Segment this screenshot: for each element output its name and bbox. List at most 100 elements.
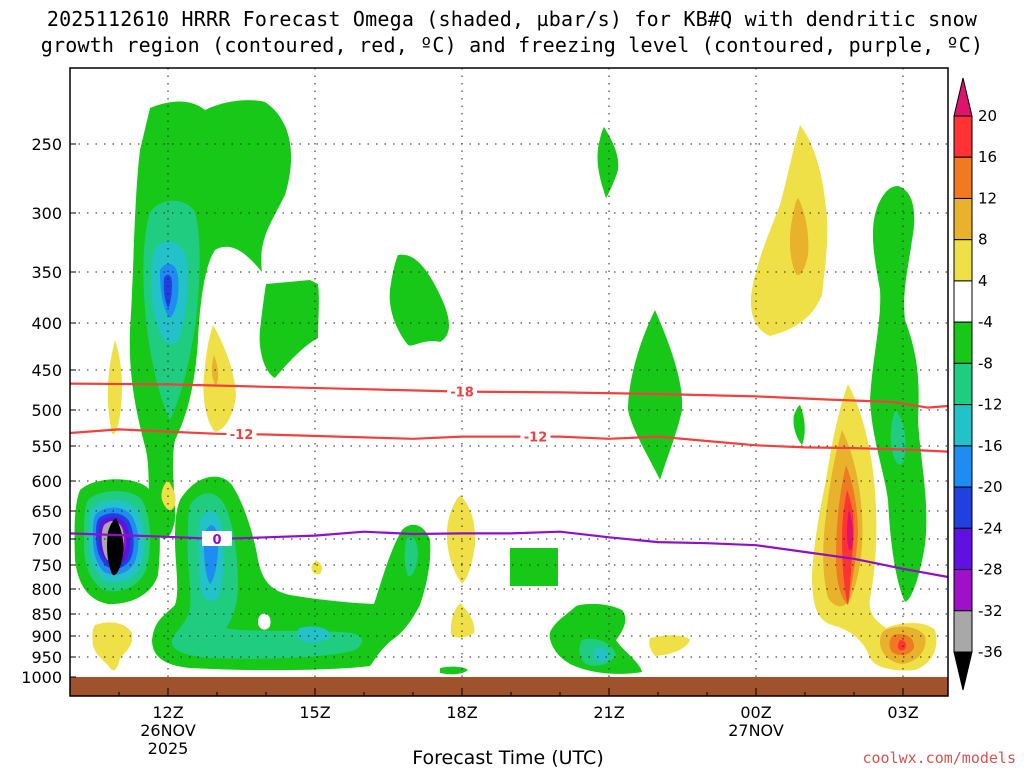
x-tick-label: 00Z [740, 703, 771, 722]
omega-region [847, 510, 853, 551]
contour-label-bg [226, 426, 257, 442]
y-tick-label: 300 [31, 204, 62, 223]
omega-region [750, 125, 828, 336]
omega-region [549, 603, 642, 674]
credit-link[interactable]: coolwx.com/models [862, 749, 1016, 767]
x-tick-label: 12Z [152, 703, 183, 722]
colorbar-segment [953, 404, 973, 447]
colorbar-segment [953, 321, 973, 364]
omega-region [203, 325, 236, 432]
y-tick-label: 1000 [21, 668, 62, 687]
omega-shading [74, 100, 937, 675]
colorbar-label: -36 [978, 643, 1003, 661]
colorbar-segment [953, 156, 973, 199]
colorbar-label: 8 [978, 231, 988, 249]
contour-label-bg [447, 383, 477, 399]
y-tick-label: 550 [31, 437, 62, 456]
omega-region [597, 127, 619, 198]
contour-label: -12 [230, 428, 254, 443]
colorbar-segment [953, 569, 973, 612]
omega-region [107, 518, 124, 576]
y-tick-label: 850 [31, 605, 62, 624]
colorbar-segment [953, 486, 973, 529]
colorbar-segment [953, 115, 973, 158]
contour-label: -12 [524, 431, 548, 446]
contour-line [69, 428, 949, 453]
contour-label: -18 [450, 386, 474, 401]
colorbar-label: -12 [978, 396, 1003, 414]
omega-region [311, 560, 323, 575]
contour-line [69, 382, 949, 409]
colorbar-label: 4 [978, 272, 988, 290]
omega-region [296, 626, 331, 643]
colorbar-label: -16 [978, 437, 1003, 455]
omega-region [510, 548, 558, 586]
y-tick-label: 900 [31, 627, 62, 646]
omega-region [259, 280, 319, 378]
x-tick-label: 2025 [148, 739, 189, 758]
omega-region [163, 274, 172, 308]
omega-region [890, 410, 906, 465]
omega-region [404, 536, 418, 577]
omega-region [258, 613, 271, 630]
contour-label-bg [520, 428, 551, 444]
x-tick-label: 26NOV [140, 721, 196, 740]
x-tick-label: 27NOV [728, 721, 784, 740]
contour-label: 0 [212, 533, 221, 548]
y-axis: 250 300 350 400 450 500 550 600 650 700 750 800 850 9… [21, 135, 76, 687]
colorbar-label: 20 [978, 107, 997, 125]
colorbar-label: -24 [978, 519, 1003, 537]
colorbar-segment [953, 77, 973, 117]
colorbar-label: -8 [978, 354, 993, 372]
colorbar-segment [953, 197, 973, 241]
y-tick-label: 450 [31, 361, 62, 380]
omega-region [897, 640, 907, 651]
y-tick-label: 800 [31, 580, 62, 599]
omega-region [649, 635, 690, 656]
colorbar-segment [953, 239, 973, 282]
chart-title-line1: 2025112610 HRRR Forecast Omega (shaded, … [46, 7, 978, 31]
omega-region [793, 405, 805, 445]
colorbar-label: 16 [978, 148, 997, 166]
x-tick-label: 21Z [593, 703, 624, 722]
omega-region [161, 480, 176, 511]
colorbar-segment [953, 527, 973, 571]
colorbar-segment [953, 362, 973, 406]
colorbar-label: -32 [978, 602, 1003, 620]
pressure-gridlines [70, 143, 948, 658]
y-tick-label: 700 [31, 530, 62, 549]
omega-region [107, 340, 123, 435]
x-tick-label: 15Z [299, 703, 330, 722]
colorbar-segment [953, 280, 973, 323]
y-tick-label: 750 [31, 556, 62, 575]
x-tick-label: 18Z [446, 703, 477, 722]
y-tick-label: 950 [31, 648, 62, 667]
y-tick-label: 500 [31, 401, 62, 420]
colorbar: 20 16 12 8 4 -4 -8 -12 -16 -20 -24 -28 -32 -36 [953, 77, 1003, 691]
y-tick-label: 250 [31, 135, 62, 154]
y-tick-label: 400 [31, 314, 62, 333]
y-tick-label: 650 [31, 502, 62, 521]
omega-region [450, 603, 475, 638]
omega-region [789, 198, 809, 276]
colorbar-segment [953, 445, 973, 488]
omega-region [92, 622, 133, 671]
y-tick-label: 350 [31, 263, 62, 282]
colorbar-segment [953, 651, 973, 691]
x-tick-label: 03Z [887, 703, 918, 722]
contour-label-bg [202, 531, 232, 546]
plot-frame [69, 67, 949, 697]
chart-title-line2: growth region (contoured, red, ºC) and f… [40, 33, 984, 57]
y-tick-label: 600 [31, 472, 62, 491]
colorbar-label: -28 [978, 561, 1003, 579]
x-axis-title: Forecast Time (UTC) [412, 747, 603, 768]
ground-surface [70, 677, 948, 696]
colorbar-segment [953, 610, 973, 653]
colorbar-label: -4 [978, 313, 993, 331]
omega-region [594, 647, 609, 663]
omega-region [440, 666, 468, 675]
temperature-contours: -18 -12 -12 0 [69, 382, 949, 579]
